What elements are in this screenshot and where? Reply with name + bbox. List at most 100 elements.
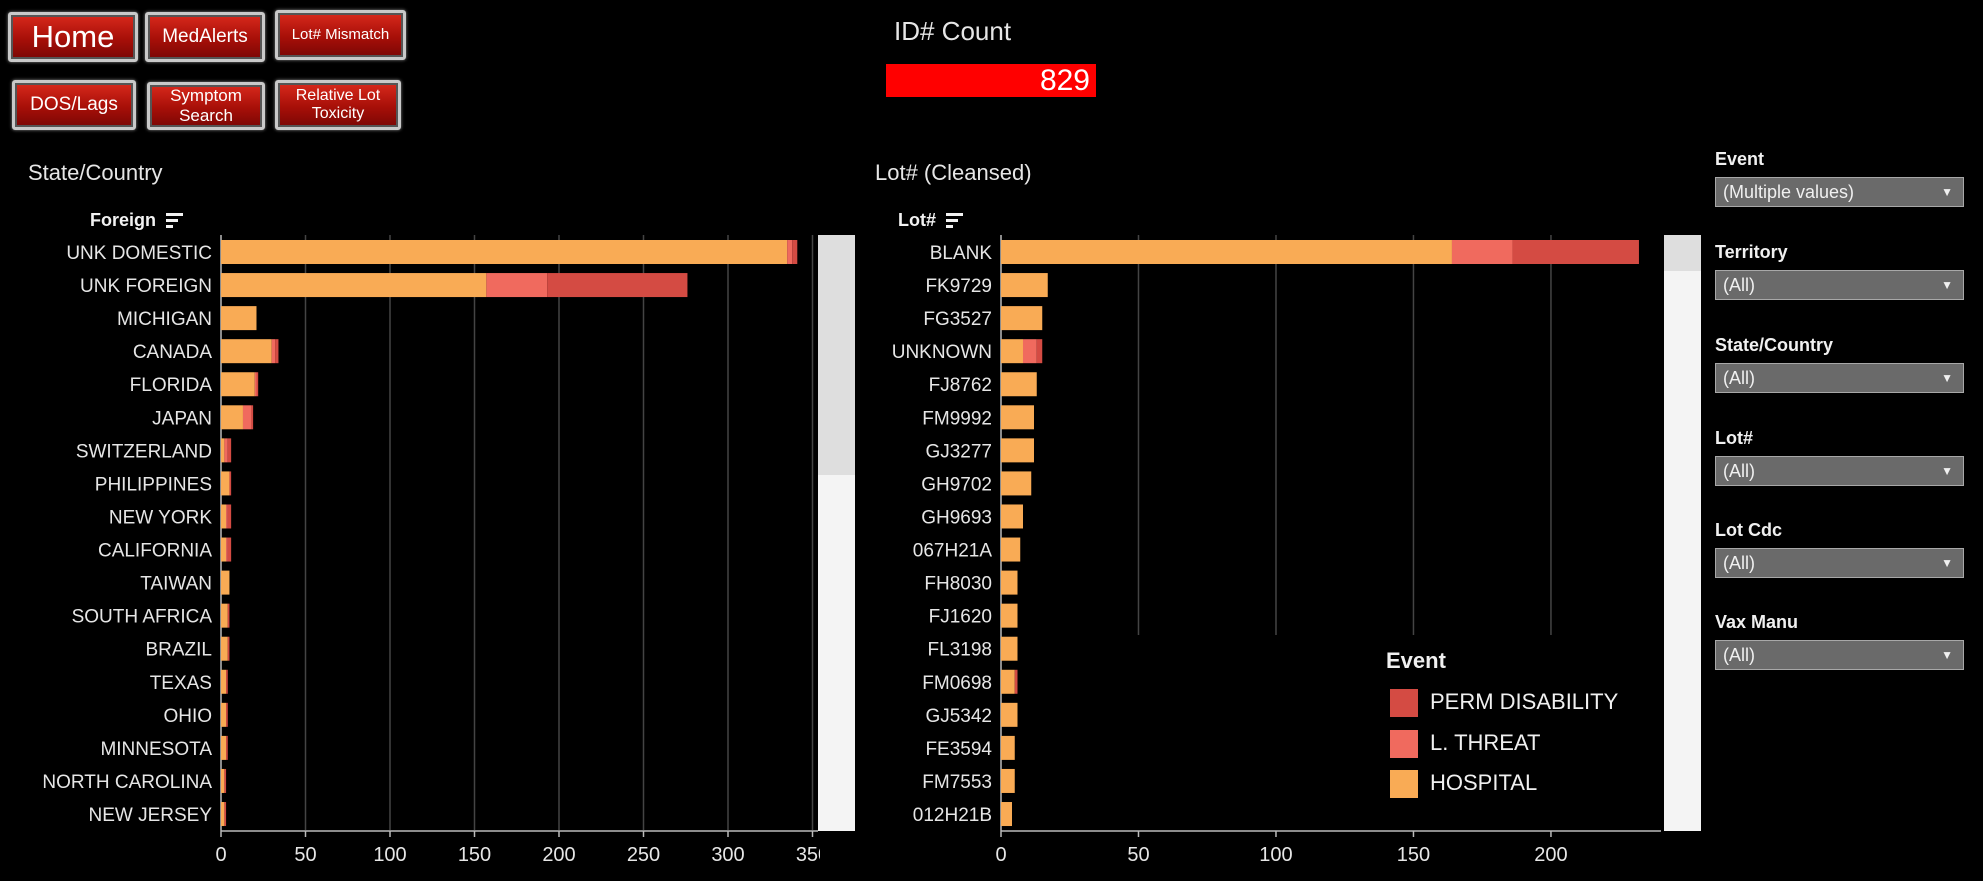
category-label: CALIFORNIA — [98, 541, 212, 562]
symptom-search-button[interactable]: Symptom Search — [147, 82, 265, 130]
bar-perm-disability[interactable] — [229, 471, 232, 496]
bar-hospital[interactable] — [1001, 471, 1032, 496]
bar-hospital[interactable] — [1001, 735, 1015, 760]
bar-hospital[interactable] — [1001, 438, 1034, 463]
filter-select-vax-manu[interactable]: (All) ▼ — [1715, 640, 1964, 670]
filter-value: (All) — [1723, 275, 1755, 295]
category-label: SOUTH AFRICA — [72, 607, 213, 628]
bar-perm-disability[interactable] — [256, 372, 259, 397]
bar-l-threat[interactable] — [242, 405, 252, 430]
bar-perm-disability[interactable] — [792, 240, 798, 264]
bar-hospital[interactable] — [221, 405, 243, 430]
left-scrollbar[interactable] — [818, 235, 855, 831]
bar-perm-disability[interactable] — [224, 768, 227, 793]
bar-perm-disability[interactable] — [224, 802, 227, 827]
bar-hospital[interactable] — [1001, 802, 1012, 827]
bar-hospital[interactable] — [1001, 570, 1018, 595]
bar-hospital[interactable] — [221, 669, 227, 694]
bar-hospital[interactable] — [221, 273, 487, 298]
bar-hospital[interactable] — [1001, 537, 1021, 562]
category-label: FG3527 — [923, 309, 992, 330]
bar-perm-disability[interactable] — [227, 504, 232, 529]
bar-perm-disability[interactable] — [227, 636, 230, 661]
bar-perm-disability[interactable] — [1036, 339, 1043, 364]
bar-l-threat[interactable] — [224, 438, 228, 463]
foreign-header[interactable]: Foreign — [90, 210, 185, 231]
bar-l-threat[interactable] — [1451, 240, 1513, 264]
bar-perm-disability[interactable] — [1014, 669, 1018, 694]
bar-hospital[interactable] — [1001, 636, 1018, 661]
bar-hospital[interactable] — [1001, 669, 1015, 694]
bar-perm-disability[interactable] — [226, 735, 228, 760]
home-button[interactable]: Home — [8, 12, 138, 62]
bar-l-threat[interactable] — [1022, 339, 1037, 364]
left-scrollbar-thumb[interactable] — [818, 235, 855, 475]
bar-hospital[interactable] — [221, 537, 227, 562]
x-tick-label: 200 — [542, 844, 575, 866]
right-scrollbar[interactable] — [1664, 235, 1701, 831]
bar-hospital[interactable] — [1001, 768, 1015, 793]
bar-hospital[interactable] — [221, 471, 230, 496]
bar-l-threat[interactable] — [226, 504, 228, 529]
bar-hospital[interactable] — [221, 570, 230, 595]
bar-hospital[interactable] — [1001, 702, 1018, 727]
bar-perm-disability[interactable] — [227, 438, 232, 463]
medalerts-button[interactable]: MedAlerts — [145, 12, 265, 62]
sort-icon[interactable] — [945, 211, 965, 231]
bar-hospital[interactable] — [1001, 504, 1023, 529]
bar-hospital[interactable] — [221, 372, 255, 397]
bar-perm-disability[interactable] — [227, 603, 230, 628]
bar-hospital[interactable] — [221, 504, 227, 529]
bar-hospital[interactable] — [1001, 273, 1048, 298]
bar-hospital[interactable] — [1001, 405, 1034, 430]
bar-l-threat[interactable] — [254, 372, 257, 397]
filter-select-state-country[interactable]: (All) ▼ — [1715, 363, 1964, 393]
bar-perm-disability[interactable] — [251, 405, 254, 430]
bar-hospital[interactable] — [221, 438, 225, 463]
x-tick-label: 200 — [1534, 844, 1567, 866]
category-label: UNK FOREIGN — [80, 276, 212, 297]
bar-hospital[interactable] — [221, 802, 225, 827]
legend-label: HOSPITAL — [1430, 770, 1538, 795]
lot-header[interactable]: Lot# — [898, 210, 965, 231]
bar-hospital[interactable] — [221, 603, 228, 628]
category-label: UNKNOWN — [892, 342, 992, 363]
lot-mismatch-button[interactable]: Lot# Mismatch — [275, 10, 406, 60]
category-label: OHIO — [163, 706, 212, 727]
filter-value: (All) — [1723, 553, 1755, 573]
filter-select-lot[interactable]: (All) ▼ — [1715, 456, 1964, 486]
bar-hospital[interactable] — [1001, 306, 1043, 331]
bar-hospital[interactable] — [1001, 372, 1037, 397]
dos-lags-button[interactable]: DOS/Lags — [12, 80, 136, 130]
bar-hospital[interactable] — [1001, 339, 1023, 364]
bar-perm-disability[interactable] — [1512, 240, 1639, 264]
filter-select-event[interactable]: (Multiple values) ▼ — [1715, 177, 1964, 207]
relative-lot-toxicity-button[interactable]: Relative Lot Toxicity — [275, 80, 401, 130]
filter-select-territory[interactable]: (All) ▼ — [1715, 270, 1964, 300]
bar-hospital[interactable] — [221, 240, 788, 264]
bar-hospital[interactable] — [221, 339, 272, 364]
filter-label-state-country: State/Country — [1715, 335, 1834, 355]
bar-perm-disability[interactable] — [226, 669, 228, 694]
bar-l-threat[interactable] — [226, 537, 228, 562]
bar-hospital[interactable] — [221, 636, 228, 661]
bar-perm-disability[interactable] — [547, 273, 688, 298]
bar-perm-disability[interactable] — [275, 339, 279, 364]
bar-hospital[interactable] — [221, 702, 227, 727]
bar-hospital[interactable] — [1001, 240, 1452, 264]
x-tick-label: 100 — [373, 844, 406, 866]
bar-l-threat[interactable] — [787, 240, 793, 264]
bar-hospital[interactable] — [221, 735, 227, 760]
right-scrollbar-thumb[interactable] — [1664, 235, 1701, 271]
sort-icon[interactable] — [165, 211, 185, 231]
chevron-down-icon: ▼ — [1941, 648, 1953, 662]
bar-perm-disability[interactable] — [226, 702, 228, 727]
bar-perm-disability[interactable] — [227, 537, 232, 562]
bar-l-threat[interactable] — [271, 339, 276, 364]
bar-hospital[interactable] — [1001, 603, 1018, 628]
category-label: SWITZERLAND — [76, 441, 212, 462]
bar-hospital[interactable] — [221, 306, 257, 331]
bar-l-threat[interactable] — [486, 273, 548, 298]
filter-select-lot-cdc[interactable]: (All) ▼ — [1715, 548, 1964, 578]
bar-hospital[interactable] — [221, 768, 225, 793]
